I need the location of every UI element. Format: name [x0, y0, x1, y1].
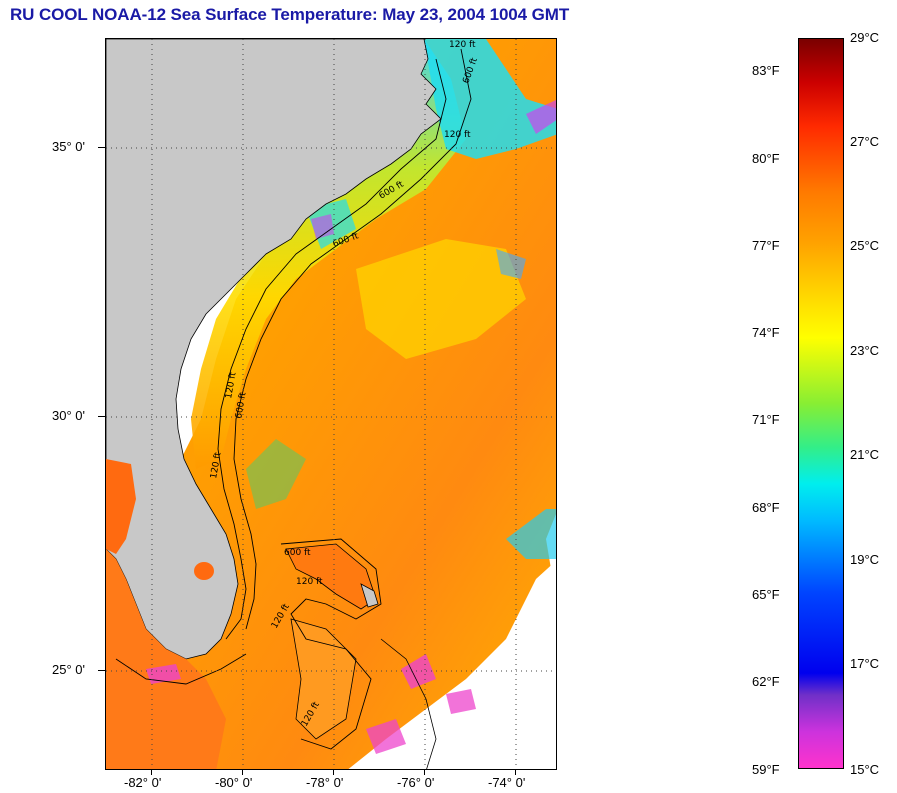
celsius-label: 19°C	[850, 552, 880, 567]
graticule	[106, 39, 556, 769]
sst-map[interactable]: 120 ft 600 ft 120 ft 600 ft 600 ft 120 f…	[105, 38, 557, 770]
depth-contour-120ft	[217, 58, 447, 640]
celsius-label: 29°C	[850, 30, 880, 45]
cold-patch	[401, 654, 436, 689]
lon-tick	[333, 770, 334, 775]
lat-label: 30° 0'	[52, 408, 85, 423]
cold-streak	[311, 214, 334, 239]
fahrenheit-label: 83°F	[752, 63, 780, 78]
contour-label: 120 ft	[444, 130, 471, 140]
contour-label: 120 ft	[296, 577, 323, 587]
no-data-patch	[476, 602, 556, 769]
contour-label: 120 ft	[209, 451, 224, 479]
celsius-label: 23°C	[850, 343, 880, 358]
fahrenheit-label: 71°F	[752, 412, 780, 427]
depth-contour-bahamas	[280, 538, 382, 750]
cold-streak	[246, 439, 306, 509]
lon-tick	[242, 770, 243, 775]
gulf-water	[106, 459, 136, 554]
lon-label: -78° 0'	[306, 775, 344, 790]
contour-label: 120 ft	[449, 40, 476, 50]
lon-tick	[515, 770, 516, 775]
lat-label: 25° 0'	[52, 662, 85, 677]
celsius-label: 17°C	[850, 656, 880, 671]
fahrenheit-label: 68°F	[752, 500, 780, 515]
depth-contour-keys	[115, 653, 247, 685]
cold-streak	[496, 249, 526, 279]
gulf-water	[106, 549, 226, 769]
warm-eddy	[356, 239, 526, 359]
lat-tick	[98, 670, 105, 671]
depth-contour-bahamas-east	[380, 638, 437, 769]
contour-label: 600 ft	[234, 391, 249, 419]
lon-label: -74° 0'	[488, 775, 526, 790]
celsius-label: 25°C	[850, 238, 880, 253]
lon-label: -82° 0'	[124, 775, 162, 790]
depth-contour-600ft	[233, 48, 472, 630]
celsius-label: 15°C	[850, 762, 880, 777]
cold-patch	[366, 719, 406, 754]
sst-map-canvas: 120 ft 600 ft 120 ft 600 ft 600 ft 120 f…	[106, 39, 556, 769]
cold-streak	[506, 509, 556, 559]
map-title: RU COOL NOAA-12 Sea Surface Temperature:…	[10, 5, 570, 24]
fahrenheit-label: 59°F	[752, 762, 780, 777]
cold-patch	[446, 689, 476, 714]
bahamas-bank	[290, 618, 357, 740]
fahrenheit-label: 77°F	[752, 238, 780, 253]
temperature-colorbar	[798, 38, 844, 769]
lake-okeechobee	[194, 562, 214, 580]
contour-label: 600 ft	[284, 548, 311, 558]
lon-tick	[424, 770, 425, 775]
fahrenheit-label: 65°F	[752, 587, 780, 602]
lat-tick	[98, 416, 105, 417]
bahamas-bank	[285, 543, 377, 610]
lat-tick	[98, 147, 105, 148]
lon-tick	[151, 770, 152, 775]
lon-label: -76° 0'	[397, 775, 435, 790]
celsius-label: 21°C	[850, 447, 880, 462]
fahrenheit-label: 74°F	[752, 325, 780, 340]
cold-streak	[424, 39, 556, 159]
cold-streak	[526, 99, 556, 134]
lat-label: 35° 0'	[52, 139, 85, 154]
bahamas-bank	[360, 583, 379, 608]
lon-label: -80° 0'	[215, 775, 253, 790]
fahrenheit-label: 80°F	[752, 151, 780, 166]
contour-label: 120 ft	[224, 371, 239, 399]
cold-patch	[146, 664, 181, 684]
celsius-label: 27°C	[850, 134, 880, 149]
fahrenheit-label: 62°F	[752, 674, 780, 689]
